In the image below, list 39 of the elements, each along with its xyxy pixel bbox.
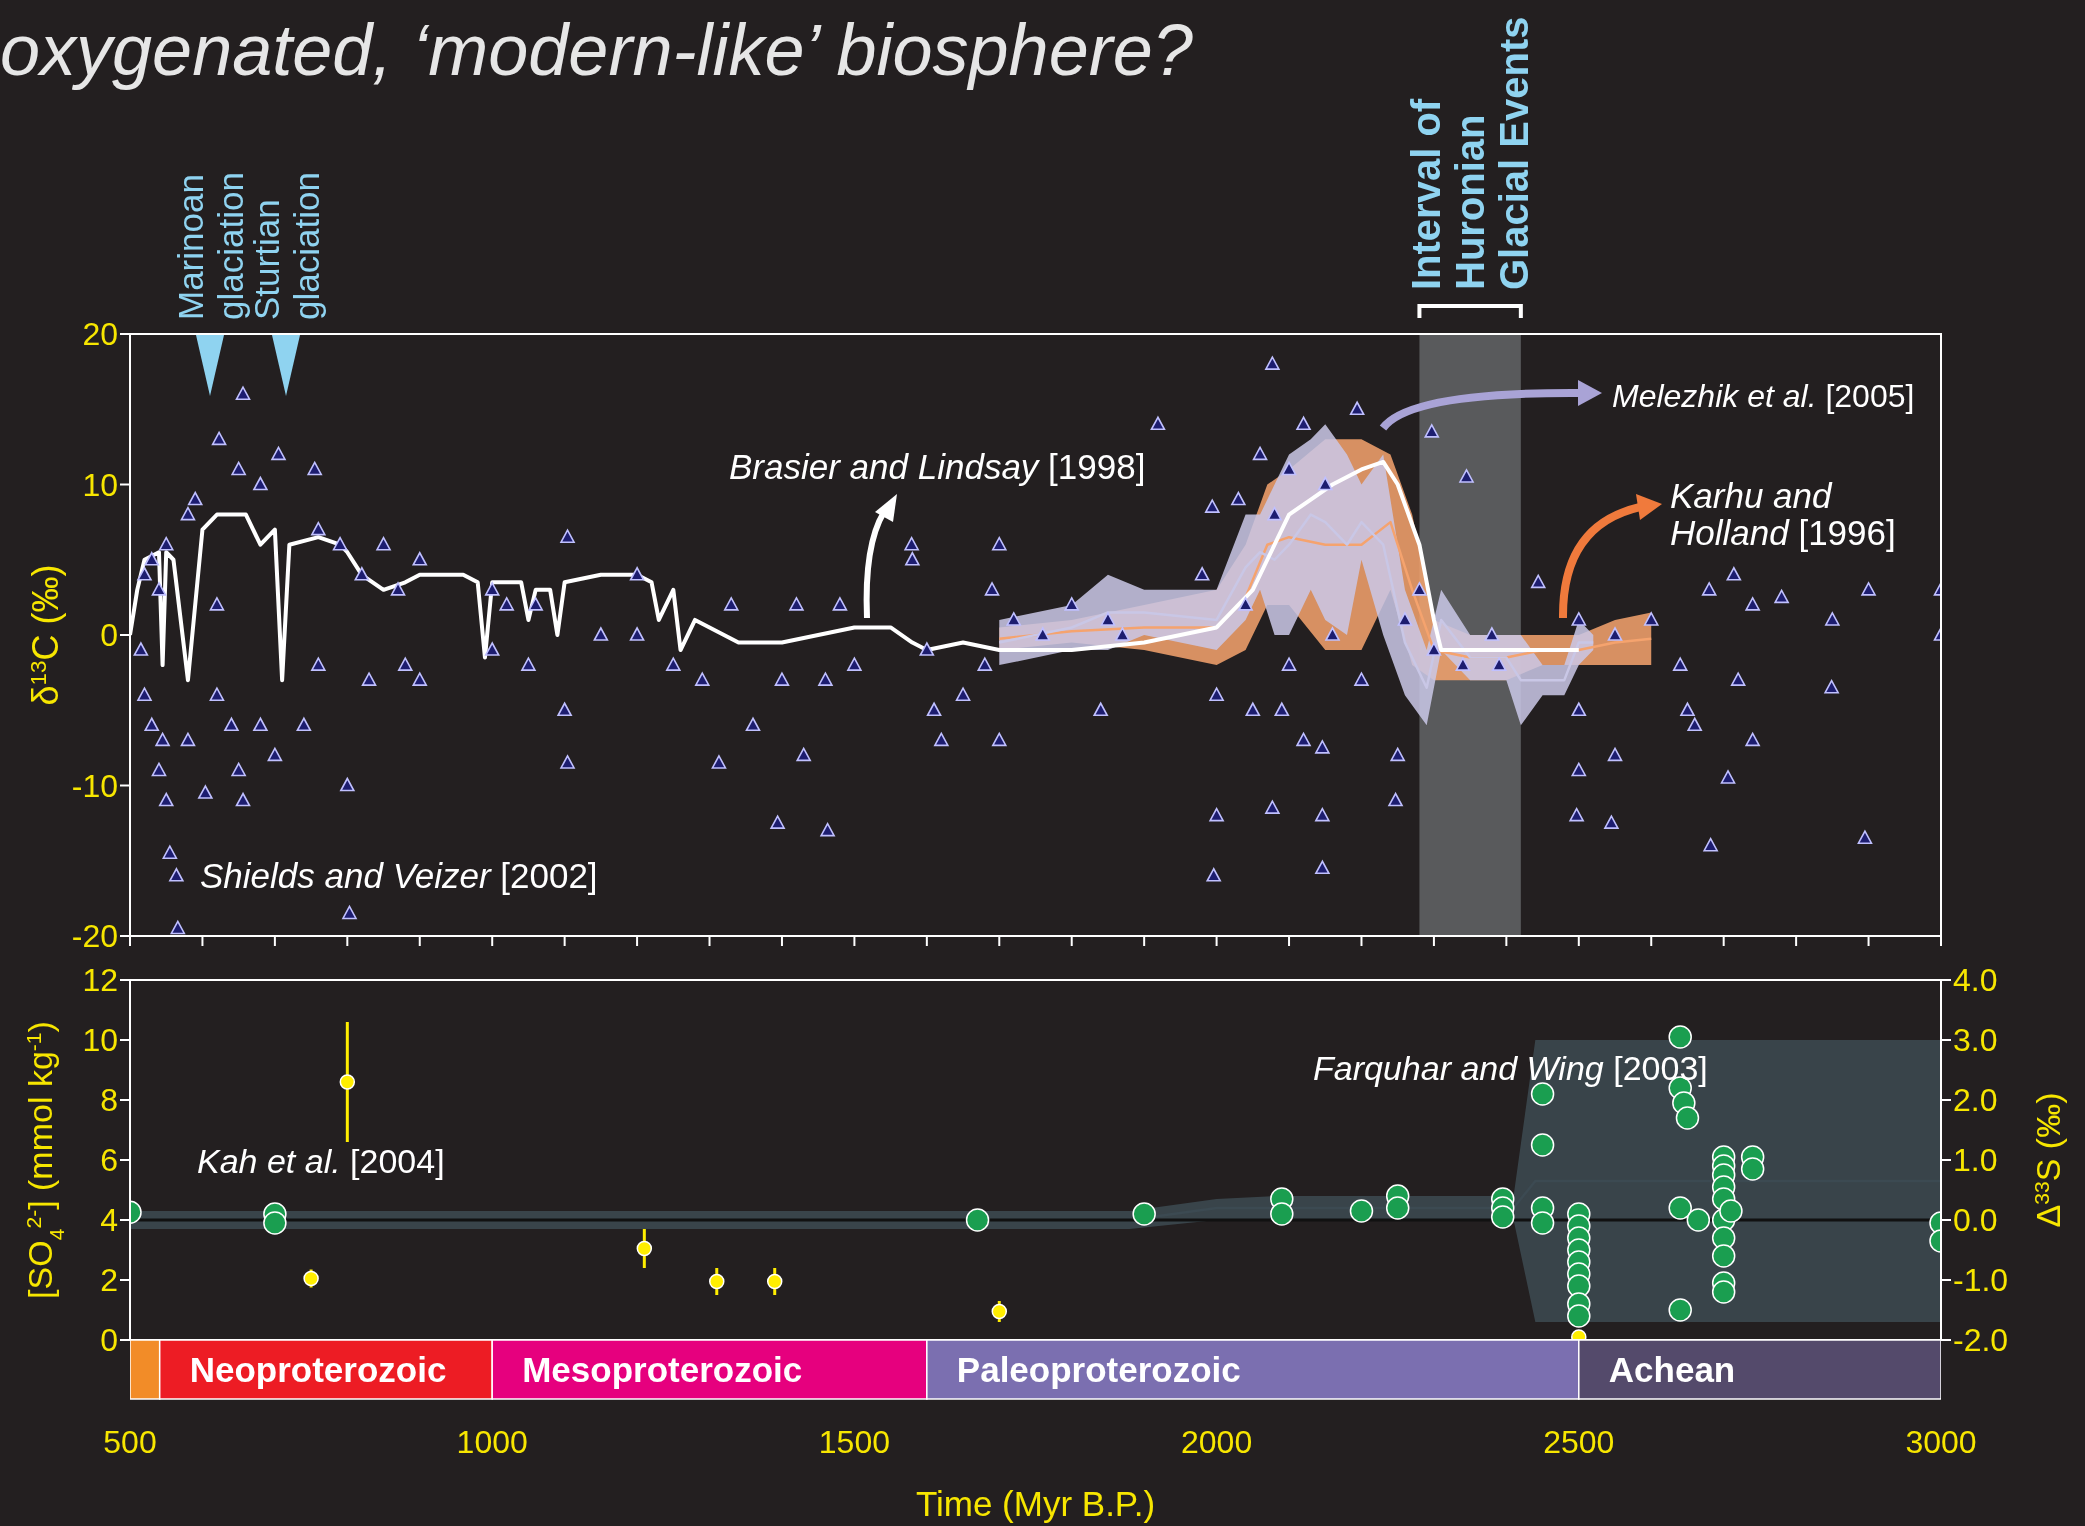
annotation: Kah et al. [2004] [197, 1142, 445, 1180]
y-tick-label: 20 [82, 316, 118, 353]
y-tick-label: 10 [82, 1022, 118, 1059]
y2-tick-label: 4.0 [1953, 962, 1998, 999]
y-tick-label: 12 [82, 962, 118, 999]
x-axis-title: Time (Myr B.P.) [915, 1484, 1156, 1523]
y-tick-label: -20 [71, 918, 118, 955]
x-tick-label: 1500 [818, 1424, 890, 1460]
annotation: Karhu and Holland [1996] [1670, 476, 1896, 552]
series-label: Achean [1608, 1350, 1736, 1389]
y2-tick-label: 2.0 [1953, 1082, 1998, 1119]
y-tick-label: 0 [100, 1322, 118, 1359]
annotation: Shields and Veizer [2002] [200, 856, 598, 895]
y2-tick-label: 0.0 [1953, 1202, 1998, 1239]
y-tick-label: 0 [100, 617, 118, 654]
series-label: Paleoproterozoic [956, 1350, 1241, 1389]
series-label: Neoproterozoic [189, 1350, 447, 1389]
annotation: Brasier and Lindsay [1998] [729, 447, 1146, 486]
y2-tick-label: 1.0 [1953, 1142, 1998, 1179]
y-tick-label: 6 [100, 1142, 118, 1179]
x-tick-label: 2500 [1543, 1424, 1615, 1460]
y2-tick-label: -1.0 [1953, 1262, 2009, 1299]
x-tick-label: 500 [103, 1424, 157, 1460]
chart-title: oxygenated, ‘modern-like’ biosphere? [0, 10, 1193, 90]
annotation: Melezhik et al. [2005] [1612, 378, 1915, 414]
annotation: Farquhar and Wing [2003] [1313, 1049, 1708, 1087]
text: Marinoan glaciation [171, 172, 250, 320]
x-tick-label: 1000 [456, 1424, 528, 1460]
y-tick-label: 8 [100, 1082, 118, 1119]
series-label: Mesoproterozoic [522, 1350, 803, 1389]
x-tick-label: 3000 [1905, 1424, 1977, 1460]
x-tick-label: 2000 [1181, 1424, 1253, 1460]
y-tick-label: 4 [100, 1202, 118, 1239]
y-tick-label: 10 [82, 466, 118, 503]
band-label: Interval of Huronian Glacial Events [1404, 16, 1537, 290]
y-tick-label: -10 [71, 767, 118, 804]
y-tick-label: 2 [100, 1262, 118, 1299]
y2-tick-label: -2.0 [1953, 1322, 2009, 1359]
y2-tick-label: 3.0 [1953, 1022, 1998, 1059]
